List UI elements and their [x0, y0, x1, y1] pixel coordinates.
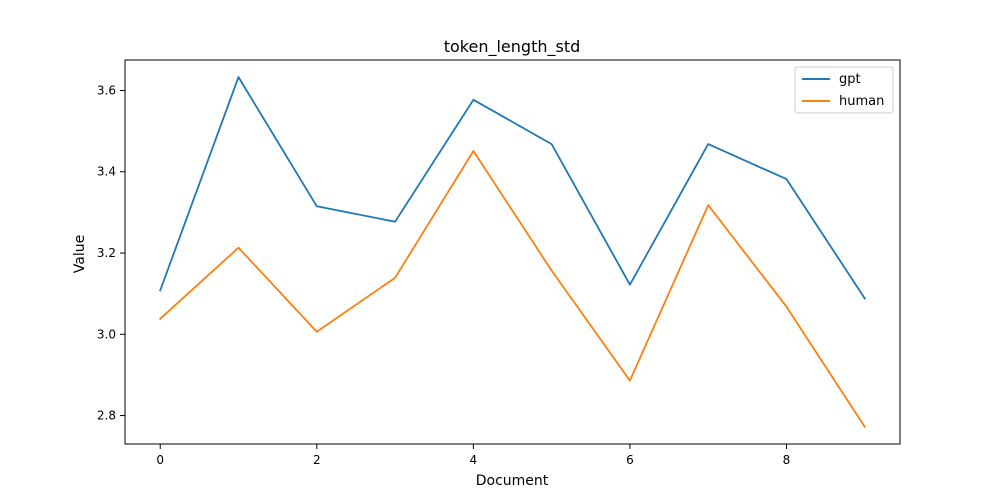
chart-title: token_length_std	[444, 37, 581, 57]
y-tick-label: 3.0	[97, 327, 116, 341]
series-line-gpt	[159, 76, 867, 300]
x-tick-label: 0	[156, 453, 164, 467]
series-lines	[158, 76, 867, 429]
legend: gpt human	[794, 66, 894, 114]
y-tick-label: 3.6	[97, 83, 116, 97]
legend-label-human: human	[839, 94, 884, 109]
y-tick-label: 3.2	[97, 246, 116, 260]
axis-ticks: 0 2 4 6 8 2.8 3.0 3.2 3.4 3.6	[97, 83, 790, 467]
y-axis-label: Value	[72, 235, 88, 273]
y-tick-label: 3.4	[97, 165, 116, 179]
x-tick-label: 6	[626, 453, 634, 467]
legend-label-gpt: gpt	[839, 72, 861, 87]
series-line-human	[158, 150, 867, 429]
x-axis-label: Document	[476, 473, 549, 489]
y-tick-label: 2.8	[97, 409, 116, 423]
x-tick-label: 8	[783, 453, 791, 467]
x-tick-label: 2	[313, 453, 321, 467]
x-tick-label: 4	[470, 453, 478, 467]
plot-frame	[124, 59, 901, 445]
